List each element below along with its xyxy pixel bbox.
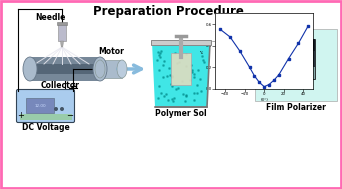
Ellipse shape <box>93 57 107 81</box>
FancyBboxPatch shape <box>16 90 75 122</box>
Text: −: − <box>66 112 74 121</box>
Text: SCUT: SCUT <box>276 50 299 60</box>
Bar <box>260 39 315 51</box>
Ellipse shape <box>23 57 37 81</box>
Text: Film Polarizer: Film Polarizer <box>266 102 326 112</box>
Text: Needle: Needle <box>35 12 65 22</box>
Polygon shape <box>228 75 238 83</box>
Bar <box>26 98 54 113</box>
Text: 12.00: 12.00 <box>34 104 46 108</box>
Bar <box>260 39 315 79</box>
Polygon shape <box>61 41 64 47</box>
Ellipse shape <box>95 60 105 78</box>
Ellipse shape <box>54 107 58 111</box>
Bar <box>57 22 67 25</box>
Ellipse shape <box>60 107 64 111</box>
Bar <box>171 53 191 85</box>
Text: Nanofibers Film: Nanofibers Film <box>236 26 304 36</box>
Bar <box>58 23 66 41</box>
Text: Preparation Procedure: Preparation Procedure <box>93 5 244 19</box>
Bar <box>19 114 71 119</box>
Bar <box>255 29 337 101</box>
Bar <box>30 64 100 74</box>
Text: Polymer Sol: Polymer Sol <box>155 108 207 118</box>
Bar <box>100 60 122 78</box>
Bar <box>260 67 315 79</box>
Ellipse shape <box>117 60 127 78</box>
Text: +: + <box>17 112 24 121</box>
Bar <box>30 57 100 81</box>
Text: Motor: Motor <box>98 47 124 57</box>
Text: Collector: Collector <box>41 81 79 90</box>
Text: Drying: Drying <box>219 54 247 64</box>
Bar <box>151 40 211 45</box>
Text: DC Voltage: DC Voltage <box>22 122 69 132</box>
Polygon shape <box>152 42 210 107</box>
